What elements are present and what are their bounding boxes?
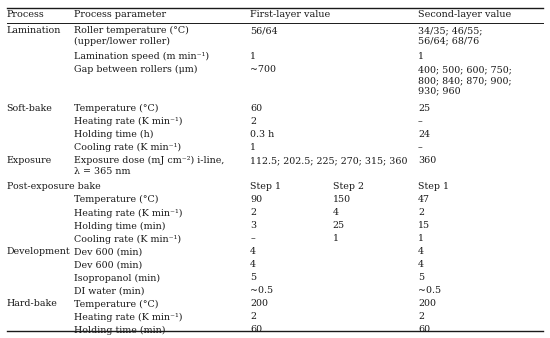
Text: –: – bbox=[418, 117, 423, 126]
Text: 1: 1 bbox=[418, 52, 424, 61]
Text: 60: 60 bbox=[250, 104, 262, 113]
Text: ~700: ~700 bbox=[250, 65, 276, 74]
Text: 2: 2 bbox=[250, 312, 256, 321]
Text: 3: 3 bbox=[250, 221, 256, 231]
Text: 2: 2 bbox=[418, 312, 424, 321]
Text: 24: 24 bbox=[418, 130, 430, 139]
Text: Heating rate (K min⁻¹): Heating rate (K min⁻¹) bbox=[74, 312, 183, 321]
Text: Soft-bake: Soft-bake bbox=[7, 104, 52, 113]
Text: ~0.5: ~0.5 bbox=[418, 286, 441, 295]
Text: First-layer value: First-layer value bbox=[250, 10, 331, 19]
Text: Temperature (°C): Temperature (°C) bbox=[74, 299, 159, 309]
Text: Dev 600 (min): Dev 600 (min) bbox=[74, 247, 142, 257]
Text: 4: 4 bbox=[250, 247, 256, 257]
Text: 4: 4 bbox=[418, 260, 424, 269]
Text: 5: 5 bbox=[418, 273, 424, 283]
Text: DI water (min): DI water (min) bbox=[74, 286, 145, 295]
Text: 360: 360 bbox=[418, 156, 436, 165]
Text: Hard-bake: Hard-bake bbox=[7, 299, 57, 309]
Text: 1: 1 bbox=[250, 143, 256, 152]
Text: 4: 4 bbox=[250, 260, 256, 269]
Text: Holding time (min): Holding time (min) bbox=[74, 221, 166, 231]
Text: Process parameter: Process parameter bbox=[74, 10, 166, 19]
Text: –: – bbox=[418, 143, 423, 152]
Text: 15: 15 bbox=[418, 221, 430, 231]
Text: Heating rate (K min⁻¹): Heating rate (K min⁻¹) bbox=[74, 117, 183, 126]
Text: Post-exposure bake: Post-exposure bake bbox=[7, 182, 100, 191]
Text: 2: 2 bbox=[250, 117, 256, 126]
Text: Temperature (°C): Temperature (°C) bbox=[74, 195, 159, 204]
Text: Heating rate (K min⁻¹): Heating rate (K min⁻¹) bbox=[74, 208, 183, 217]
Text: Step 1: Step 1 bbox=[418, 182, 449, 191]
Text: Exposure: Exposure bbox=[7, 156, 52, 165]
Text: Development: Development bbox=[7, 247, 70, 257]
Text: 4: 4 bbox=[333, 208, 339, 217]
Text: Step 2: Step 2 bbox=[333, 182, 364, 191]
Text: Lamination: Lamination bbox=[7, 26, 61, 35]
Text: Second-layer value: Second-layer value bbox=[418, 10, 512, 19]
Text: Gap between rollers (μm): Gap between rollers (μm) bbox=[74, 65, 198, 74]
Text: 1: 1 bbox=[250, 52, 256, 61]
Text: 5: 5 bbox=[250, 273, 256, 283]
Text: 25: 25 bbox=[418, 104, 430, 113]
Text: 112.5; 202.5; 225; 270; 315; 360: 112.5; 202.5; 225; 270; 315; 360 bbox=[250, 156, 408, 165]
Text: Step 1: Step 1 bbox=[250, 182, 281, 191]
Text: 90: 90 bbox=[250, 195, 262, 204]
Text: Lamination speed (m min⁻¹): Lamination speed (m min⁻¹) bbox=[74, 52, 210, 61]
Text: 1: 1 bbox=[418, 234, 424, 243]
Text: 400; 500; 600; 750;
800; 840; 870; 900;
930; 960: 400; 500; 600; 750; 800; 840; 870; 900; … bbox=[418, 65, 512, 96]
Text: ~0.5: ~0.5 bbox=[250, 286, 273, 295]
Text: Holding time (h): Holding time (h) bbox=[74, 130, 154, 139]
Text: 150: 150 bbox=[333, 195, 351, 204]
Text: –: – bbox=[250, 234, 255, 243]
Text: 1: 1 bbox=[333, 234, 339, 243]
Text: 200: 200 bbox=[250, 299, 268, 309]
Text: 2: 2 bbox=[418, 208, 424, 217]
Text: Temperature (°C): Temperature (°C) bbox=[74, 104, 159, 113]
Text: Exposure dose (mJ cm⁻²) i-line,
λ = 365 nm: Exposure dose (mJ cm⁻²) i-line, λ = 365 … bbox=[74, 156, 224, 176]
Text: Cooling rate (K min⁻¹): Cooling rate (K min⁻¹) bbox=[74, 234, 182, 243]
Text: 200: 200 bbox=[418, 299, 436, 309]
Text: Process: Process bbox=[7, 10, 45, 19]
Text: 47: 47 bbox=[418, 195, 430, 204]
Text: Dev 600 (min): Dev 600 (min) bbox=[74, 260, 142, 269]
Text: 34/35; 46/55;
56/64; 68/76: 34/35; 46/55; 56/64; 68/76 bbox=[418, 26, 482, 46]
Text: Isopropanol (min): Isopropanol (min) bbox=[74, 273, 161, 283]
Text: 60: 60 bbox=[250, 325, 262, 335]
Text: 2: 2 bbox=[250, 208, 256, 217]
Text: 0.3 h: 0.3 h bbox=[250, 130, 274, 139]
Text: Holding time (min): Holding time (min) bbox=[74, 325, 166, 335]
Text: 4: 4 bbox=[418, 247, 424, 257]
Text: Cooling rate (K min⁻¹): Cooling rate (K min⁻¹) bbox=[74, 143, 182, 152]
Text: 25: 25 bbox=[333, 221, 345, 231]
Text: Roller temperature (°C)
(upper/lower roller): Roller temperature (°C) (upper/lower rol… bbox=[74, 26, 189, 46]
Text: 60: 60 bbox=[418, 325, 430, 335]
Text: 56/64: 56/64 bbox=[250, 26, 278, 35]
